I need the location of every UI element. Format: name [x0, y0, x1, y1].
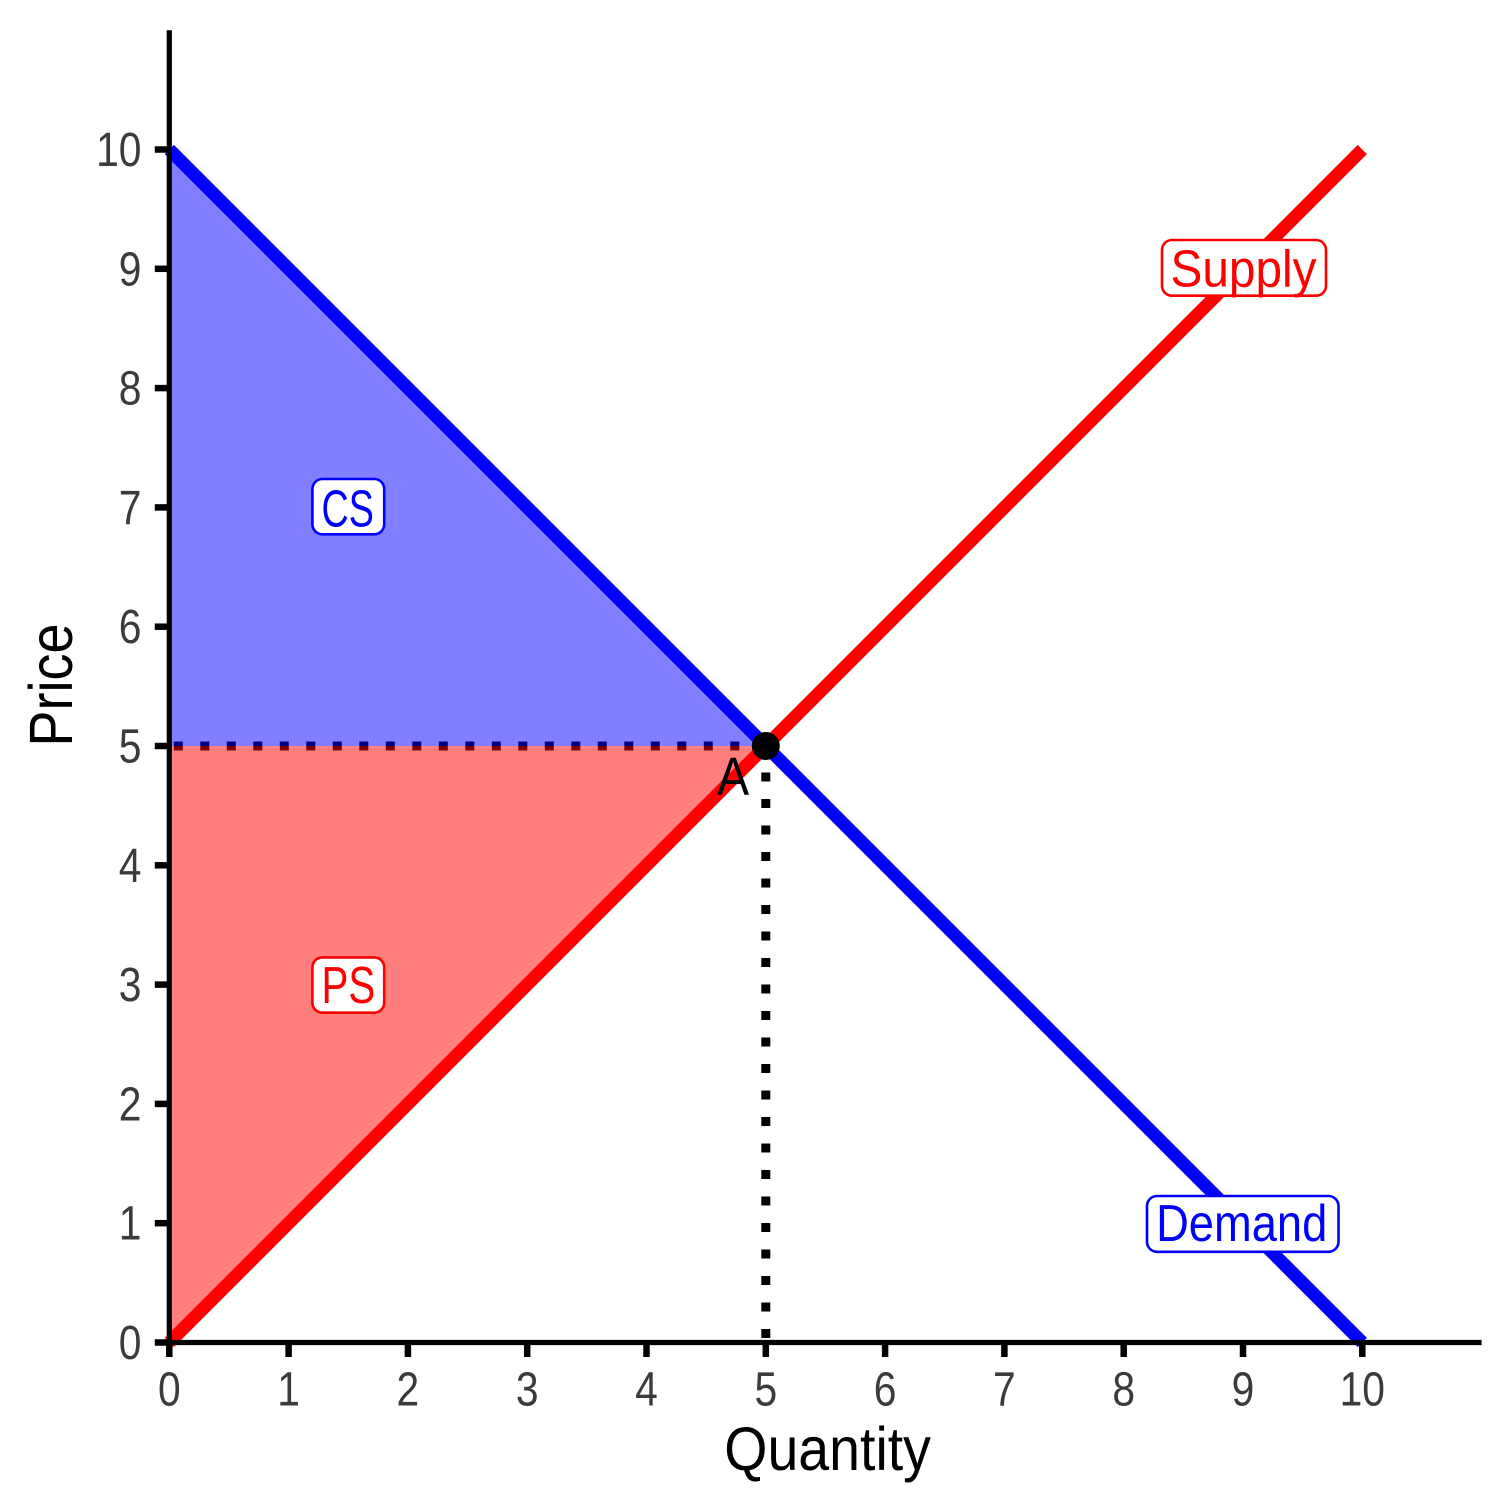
svg-text:7: 7 — [993, 1363, 1016, 1416]
svg-text:1: 1 — [119, 1198, 142, 1251]
svg-text:4: 4 — [119, 840, 142, 893]
svg-text:2: 2 — [397, 1363, 420, 1416]
svg-text:5: 5 — [119, 720, 142, 773]
svg-text:10: 10 — [1340, 1363, 1385, 1416]
svg-text:3: 3 — [119, 959, 142, 1012]
svg-text:0: 0 — [158, 1363, 181, 1416]
svg-text:CS: CS — [322, 479, 374, 537]
svg-text:1: 1 — [277, 1363, 300, 1416]
svg-text:0: 0 — [119, 1317, 142, 1370]
svg-text:8: 8 — [1112, 1363, 1135, 1416]
svg-text:3: 3 — [516, 1363, 539, 1416]
svg-text:7: 7 — [119, 482, 142, 535]
svg-text:9: 9 — [119, 243, 142, 296]
svg-text:5: 5 — [754, 1363, 777, 1416]
svg-text:Price: Price — [18, 624, 86, 747]
svg-text:4: 4 — [635, 1363, 658, 1416]
svg-text:6: 6 — [874, 1363, 897, 1416]
svg-text:Demand: Demand — [1156, 1195, 1327, 1252]
svg-text:6: 6 — [119, 601, 142, 654]
svg-text:PS: PS — [322, 956, 376, 1014]
svg-text:Supply: Supply — [1171, 240, 1317, 298]
svg-text:A: A — [717, 747, 749, 807]
svg-text:10: 10 — [96, 124, 141, 177]
svg-text:Quantity: Quantity — [724, 1416, 931, 1484]
svg-text:2: 2 — [119, 1078, 142, 1131]
svg-text:9: 9 — [1232, 1363, 1255, 1416]
svg-text:8: 8 — [119, 363, 142, 416]
